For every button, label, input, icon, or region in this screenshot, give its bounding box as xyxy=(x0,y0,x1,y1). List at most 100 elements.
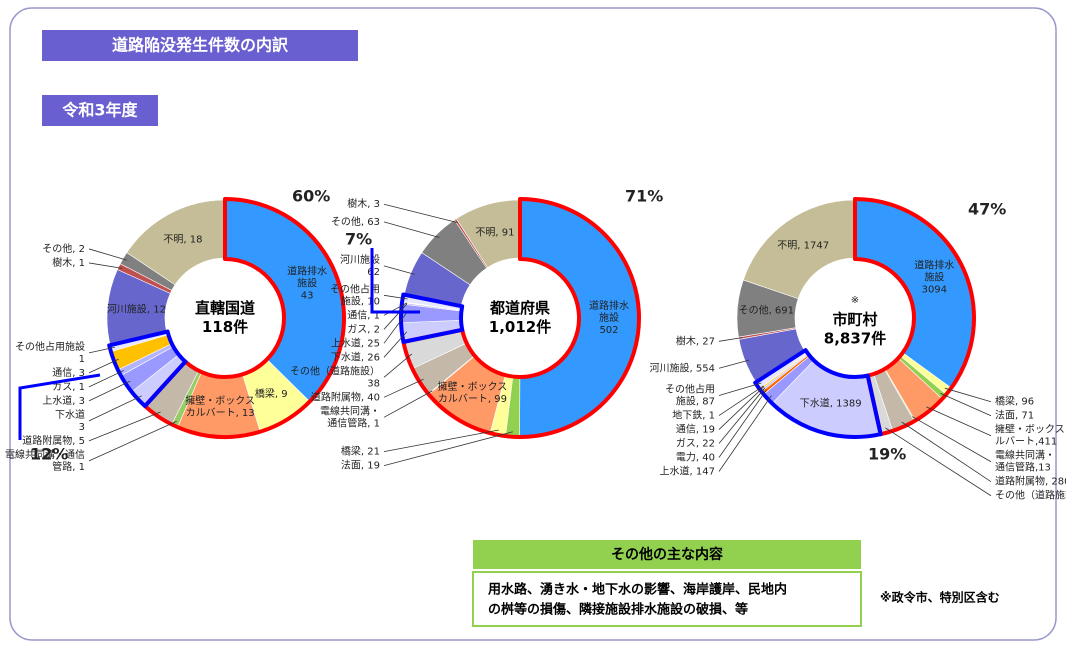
data-label: 上水道, 147 xyxy=(660,465,715,478)
leader-line xyxy=(383,429,499,452)
leader-line xyxy=(383,265,415,275)
other-box-line: 用水路、湧き水・地下水の影響、海岸護岸、民地内 xyxy=(487,582,787,598)
center-label: 直轄国道 xyxy=(195,299,255,317)
group-outline xyxy=(107,329,188,409)
data-label: 擁壁・ボックスカルバート,411 xyxy=(995,423,1066,448)
leader-line xyxy=(88,380,131,402)
panel xyxy=(9,7,1057,641)
other-box-title: その他の主な内容 xyxy=(611,546,723,563)
leader-line xyxy=(88,420,177,462)
data-label: 上水道, 3 xyxy=(42,394,85,407)
donut-chart: 道路排水施設 502 擁壁・ボックスカルバート, 99 不明, 91 樹木, 3 その他,… xyxy=(290,187,663,472)
data-label: 道路附属物, 5 xyxy=(22,434,85,447)
leader-line xyxy=(926,406,992,437)
leader-line xyxy=(88,358,119,374)
group-outline xyxy=(401,197,641,439)
data-label: 下水道, 1389 xyxy=(800,397,862,410)
data-label: ガス, 1 xyxy=(52,381,85,393)
data-label: 電線共同溝・通信管路,13 xyxy=(995,449,1055,474)
data-label: 樹木, 27 xyxy=(676,334,715,347)
leader-line xyxy=(718,382,762,396)
leader-line xyxy=(383,378,424,398)
data-label: 不明, 18 xyxy=(163,234,202,246)
data-label: その他（道路施設）, 148 xyxy=(995,489,1066,502)
data-label: 法面, 71 xyxy=(995,409,1034,422)
data-label: 河川施設 62 xyxy=(340,253,380,278)
charts: 道路排水施設 43 橋梁, 9擁壁・ボックスカルバート, 13 河川施設, 12 不明,… xyxy=(5,187,1066,502)
leader-line xyxy=(718,387,766,444)
center-label: 118件 xyxy=(202,318,248,336)
year-label: 令和3年度 xyxy=(61,101,138,120)
data-label: 橋梁, 9 xyxy=(255,387,288,400)
data-label: 橋梁, 21 xyxy=(341,445,380,458)
data-label: 擁壁・ボックスカルバート, 99 xyxy=(438,380,508,405)
leader-line xyxy=(718,395,772,472)
data-label: 樹木, 3 xyxy=(347,197,380,210)
leader-line xyxy=(88,262,123,269)
leader-line xyxy=(383,313,407,344)
data-label: 道路排水施設 43 xyxy=(287,265,327,302)
other-box-body xyxy=(472,571,862,627)
leader-line xyxy=(718,385,764,416)
data-label: ガス, 22 xyxy=(676,438,715,450)
data-label: ガス, 2 xyxy=(347,323,380,335)
leader-line xyxy=(718,359,750,369)
group-outline xyxy=(399,292,465,344)
group-percent: 19% xyxy=(868,445,906,464)
leader-line xyxy=(88,248,127,261)
data-label: 樹木, 1 xyxy=(52,256,85,269)
leader-line xyxy=(718,337,743,342)
donut-chart: 道路排水施設 43 橋梁, 9擁壁・ボックスカルバート, 13 河川施設, 12 不明,… xyxy=(5,187,346,473)
data-label: 道路附属物, 280 xyxy=(995,475,1066,488)
data-label: その他占用施設 1 xyxy=(15,340,85,365)
note: ※政令市、特別区含む xyxy=(880,590,1000,605)
data-label: 道路附属物, 40 xyxy=(311,390,380,403)
leader-line xyxy=(718,389,767,458)
leader-line xyxy=(912,416,992,463)
leader-line xyxy=(88,411,161,442)
center-label: 8,837件 xyxy=(824,330,886,348)
data-label: 道路排水施設 502 xyxy=(589,299,629,336)
data-label: その他, 63 xyxy=(331,215,380,228)
leader-line xyxy=(944,387,992,403)
group-outline xyxy=(142,197,346,439)
leader-line xyxy=(901,421,992,483)
leader-line xyxy=(383,431,513,466)
leader-line xyxy=(383,303,408,330)
data-label: その他, 691 xyxy=(739,304,794,317)
leader-line xyxy=(383,221,440,238)
data-label: 通信, 3 xyxy=(52,367,85,379)
data-label: その他, 2 xyxy=(42,242,85,255)
data-label: 不明, 1747 xyxy=(777,240,829,252)
data-label: 河川施設, 554 xyxy=(650,361,715,374)
leader-line xyxy=(718,386,765,430)
data-label: 地下鉄, 1 xyxy=(672,409,715,422)
leader-line xyxy=(383,203,458,223)
group-outline xyxy=(853,197,976,437)
leader-line xyxy=(88,370,124,388)
data-label: 上水道, 25 xyxy=(331,336,380,349)
center-label: 市町村 xyxy=(832,311,877,329)
center-label: ※ xyxy=(851,295,859,306)
data-label: その他占用施設, 10 xyxy=(330,282,380,307)
data-label: その他（道路施設） 38 xyxy=(290,364,380,389)
year-bar xyxy=(42,95,158,126)
data-label: 電線共同溝・通信管路, 1 xyxy=(320,404,380,429)
data-label: 橋梁, 96 xyxy=(995,395,1034,408)
data-label: 電力, 40 xyxy=(676,451,715,464)
group-outline xyxy=(753,348,883,439)
data-label: 擁壁・ボックスカルバート, 13 xyxy=(185,394,255,419)
center-label: 1,012件 xyxy=(489,318,551,336)
data-label: 法面, 19 xyxy=(341,459,380,472)
header-title: 道路陥没発生件数の内訳 xyxy=(112,36,289,55)
data-label: 河川施設, 12 xyxy=(107,303,166,316)
group-percent: 7% xyxy=(345,230,372,249)
leader-line xyxy=(383,294,408,300)
group-percent: 71% xyxy=(625,187,663,206)
bracket xyxy=(370,248,420,314)
data-label: 下水道, 26 xyxy=(331,350,380,363)
data-label: 不明, 91 xyxy=(475,227,514,239)
header-bar xyxy=(42,30,358,61)
leader-line xyxy=(383,331,408,358)
